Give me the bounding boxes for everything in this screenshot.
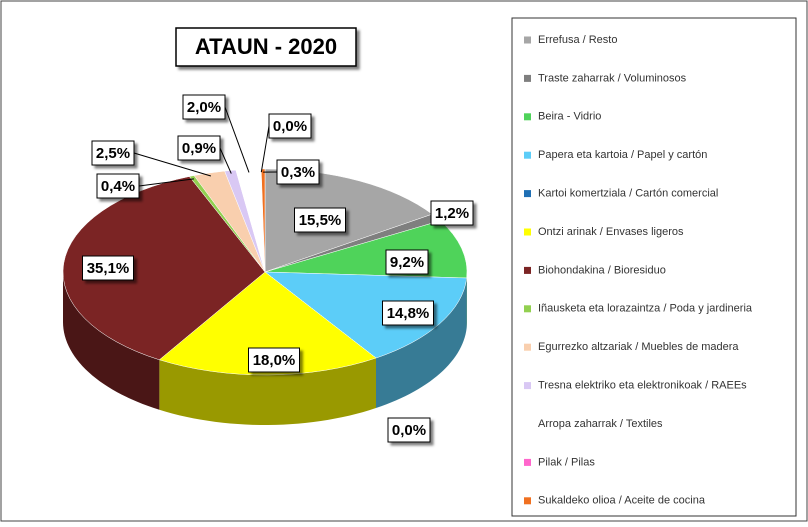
chart-title: ATAUN - 2020 [195, 34, 337, 59]
legend-swatch [524, 190, 531, 197]
legend-label: Biohondakina / Bioresiduo [538, 264, 666, 276]
data-label: 18,0% [253, 352, 296, 369]
legend-swatch [524, 459, 531, 466]
legend-swatch [524, 229, 531, 236]
legend-swatch [524, 267, 531, 274]
data-label: 0,9% [182, 140, 216, 157]
data-label: 0,0% [392, 422, 426, 439]
legend-label: Ontzi arinak / Envases ligeros [538, 226, 684, 238]
legend-label: Egurrezko altzariak / Muebles de madera [538, 341, 739, 353]
legend-label: Sukaldeko olioa / Aceite de cocina [538, 495, 706, 507]
data-label: 15,5% [299, 212, 342, 229]
legend-swatch [524, 382, 531, 389]
legend-label: Traste zaharrak / Voluminosos [538, 72, 687, 84]
data-label: 2,5% [96, 145, 130, 162]
legend-label: Tresna elektriko eta elektronikoak / RAE… [538, 380, 747, 392]
data-label: 9,2% [390, 254, 424, 271]
legend-label: Papera eta kartoia / Papel y cartón [538, 149, 707, 161]
legend-swatch [524, 421, 531, 428]
data-label: 1,2% [435, 205, 469, 222]
data-label: 35,1% [87, 260, 130, 277]
legend-swatch [524, 497, 531, 504]
legend-swatch [524, 113, 531, 120]
data-label: 14,8% [387, 305, 430, 322]
data-label: 2,0% [187, 99, 221, 116]
legend-swatch [524, 37, 531, 44]
legend-swatch [524, 305, 531, 312]
legend-swatch [524, 152, 531, 159]
legend-label: Beira - Vidrio [538, 111, 601, 123]
data-label: 0,0% [273, 118, 307, 135]
legend-label: Iñausketa eta lorazaintza / Poda y jardi… [538, 303, 753, 315]
legend-label: Pilak / Pilas [538, 456, 595, 468]
data-label: 0,4% [101, 178, 135, 195]
legend-label: Kartoi komertziala / Cartón comercial [538, 188, 718, 200]
legend-label: Arropa zaharrak / Textiles [538, 418, 663, 430]
legend-label: Errefusa / Resto [538, 34, 617, 46]
data-label: 0,3% [281, 164, 315, 181]
legend-swatch [524, 75, 531, 82]
legend-swatch [524, 344, 531, 351]
